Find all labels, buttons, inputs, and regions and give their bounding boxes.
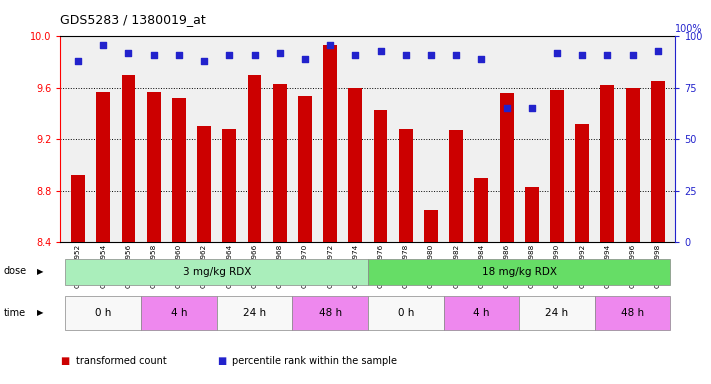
Point	[577, 52, 588, 58]
Bar	[197, 126, 211, 242]
Bar	[122, 75, 135, 242]
Point	[224, 52, 235, 58]
Point	[97, 41, 109, 48]
Bar	[172, 98, 186, 242]
Point	[476, 56, 487, 62]
Point	[299, 56, 311, 62]
Point	[627, 52, 638, 58]
Text: time: time	[4, 308, 26, 318]
Bar	[474, 178, 488, 242]
Bar	[146, 92, 161, 242]
Bar	[141, 296, 217, 330]
Bar	[71, 175, 85, 242]
Text: 100%: 100%	[675, 25, 703, 35]
Point	[602, 52, 613, 58]
Point	[324, 41, 336, 48]
Bar	[575, 124, 589, 242]
Point	[451, 52, 462, 58]
Bar	[368, 296, 444, 330]
Point	[73, 58, 84, 64]
Text: 24 h: 24 h	[243, 308, 266, 318]
Bar	[373, 110, 387, 242]
Text: 24 h: 24 h	[545, 308, 569, 318]
Bar	[97, 92, 110, 242]
Bar	[525, 187, 539, 242]
Point	[425, 52, 437, 58]
Text: 4 h: 4 h	[473, 308, 490, 318]
Text: 48 h: 48 h	[319, 308, 342, 318]
Point	[526, 105, 538, 111]
Text: 48 h: 48 h	[621, 308, 644, 318]
Point	[551, 50, 562, 56]
Bar	[292, 296, 368, 330]
Bar	[65, 259, 368, 285]
Point	[173, 52, 185, 58]
Bar	[348, 88, 363, 242]
Point	[123, 50, 134, 56]
Point	[249, 52, 260, 58]
Text: GDS5283 / 1380019_at: GDS5283 / 1380019_at	[60, 13, 206, 26]
Text: 4 h: 4 h	[171, 308, 187, 318]
Bar	[595, 296, 670, 330]
Bar	[424, 210, 438, 242]
Point	[652, 48, 663, 54]
Point	[148, 52, 159, 58]
Text: transformed count: transformed count	[76, 356, 167, 366]
Bar	[217, 296, 292, 330]
Text: 0 h: 0 h	[95, 308, 112, 318]
Text: ▶: ▶	[37, 267, 43, 276]
Text: ■: ■	[60, 356, 70, 366]
Point	[350, 52, 361, 58]
Bar	[601, 85, 614, 242]
Point	[274, 50, 285, 56]
Text: 3 mg/kg RDX: 3 mg/kg RDX	[183, 266, 251, 277]
Bar	[444, 296, 519, 330]
Bar	[368, 259, 670, 285]
Bar	[519, 296, 595, 330]
Text: 18 mg/kg RDX: 18 mg/kg RDX	[481, 266, 557, 277]
Bar	[651, 81, 665, 242]
Bar	[550, 90, 564, 242]
Point	[198, 58, 210, 64]
Point	[375, 48, 386, 54]
Bar	[626, 88, 639, 242]
Bar	[298, 96, 312, 242]
Text: 0 h: 0 h	[397, 308, 414, 318]
Text: ■: ■	[217, 356, 226, 366]
Bar	[223, 129, 236, 242]
Bar	[65, 296, 141, 330]
Bar	[324, 45, 337, 242]
Text: percentile rank within the sample: percentile rank within the sample	[232, 356, 397, 366]
Text: dose: dose	[4, 266, 27, 276]
Text: ▶: ▶	[37, 308, 43, 318]
Bar	[500, 93, 513, 242]
Point	[501, 105, 512, 111]
Bar	[247, 75, 262, 242]
Bar	[273, 84, 287, 242]
Point	[400, 52, 412, 58]
Bar	[399, 129, 412, 242]
Bar	[449, 130, 463, 242]
